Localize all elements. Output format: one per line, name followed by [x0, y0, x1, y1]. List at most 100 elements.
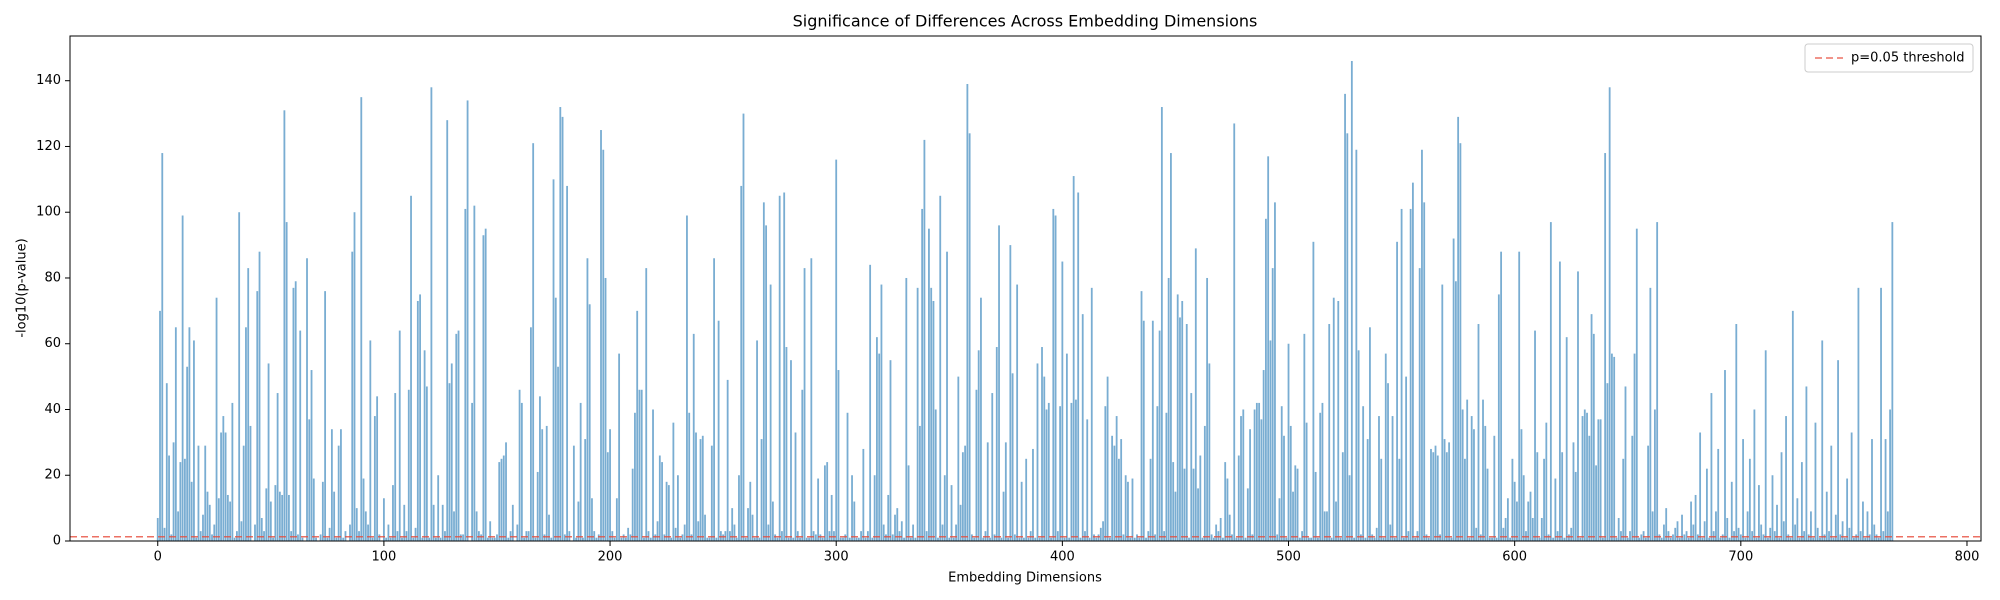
bar: [1626, 537, 1629, 541]
bar: [1305, 422, 1308, 541]
bar: [1683, 534, 1686, 541]
bar: [1604, 153, 1607, 542]
bar: [839, 537, 842, 541]
bar: [165, 383, 168, 541]
bar: [1364, 537, 1367, 541]
bar: [254, 524, 256, 541]
bar: [1730, 481, 1733, 541]
bar: [715, 537, 718, 541]
bar: [880, 284, 883, 541]
bar: [1549, 222, 1552, 542]
bar: [636, 310, 639, 541]
bar: [335, 537, 338, 541]
bar: [1832, 537, 1835, 541]
bar: [629, 534, 632, 541]
bar: [1746, 511, 1749, 541]
bar: [559, 107, 562, 541]
bar: [1212, 537, 1215, 541]
bar: [699, 439, 702, 541]
bar: [1156, 406, 1159, 541]
bar: [982, 537, 985, 541]
bar: [412, 537, 415, 541]
bar: [627, 527, 630, 541]
bar: [640, 389, 643, 541]
bar: [1341, 452, 1344, 541]
bar: [774, 534, 777, 541]
bar: [1545, 422, 1548, 541]
x-tick-label: 300: [824, 550, 849, 565]
x-axis-label: Embedding Dimensions: [948, 571, 1102, 586]
bar: [729, 531, 731, 541]
bar: [202, 514, 204, 541]
bar: [1629, 531, 1631, 541]
bar: [224, 432, 227, 541]
bar: [1601, 537, 1604, 541]
bar: [905, 277, 908, 541]
bar: [1246, 488, 1249, 541]
bar: [430, 87, 433, 541]
bar: [1647, 445, 1650, 541]
bar: [1405, 376, 1408, 541]
bar: [1133, 537, 1136, 541]
bar: [1414, 537, 1417, 541]
bar: [1183, 468, 1186, 541]
bar: [1330, 537, 1333, 541]
bar: [631, 468, 634, 541]
bar: [638, 389, 641, 541]
bar: [487, 537, 489, 541]
bar: [1052, 208, 1055, 541]
bar: [1635, 228, 1638, 541]
bar: [292, 287, 295, 541]
bar: [810, 258, 813, 541]
bar: [946, 251, 948, 542]
bar: [548, 514, 550, 541]
bar: [1597, 419, 1600, 541]
bar: [966, 84, 969, 541]
bar: [1452, 238, 1455, 541]
bar: [871, 537, 874, 541]
bar: [1154, 534, 1156, 541]
bar: [419, 294, 421, 541]
bar: [301, 537, 304, 541]
bar: [1317, 537, 1319, 541]
bar: [1294, 465, 1297, 541]
bar: [457, 330, 460, 541]
bar: [837, 370, 840, 541]
bar: [794, 432, 797, 541]
bar: [226, 494, 229, 541]
bar: [941, 524, 944, 541]
bar: [1140, 291, 1143, 541]
bar: [957, 376, 960, 541]
bar: [163, 527, 166, 541]
bar: [1054, 215, 1057, 541]
bar: [1145, 537, 1147, 541]
bar: [1568, 534, 1570, 541]
bar: [1314, 471, 1317, 541]
bar: [1219, 517, 1222, 541]
bar: [649, 537, 652, 541]
bar: [1459, 143, 1462, 542]
bar: [1337, 300, 1340, 541]
bars: [156, 60, 1894, 542]
bar: [1124, 475, 1127, 541]
bar: [692, 333, 695, 541]
bar: [1651, 511, 1654, 541]
bar: [1497, 294, 1500, 541]
bar: [505, 442, 507, 541]
bar: [584, 439, 587, 541]
bar: [1715, 511, 1717, 541]
bar: [952, 537, 955, 541]
bar: [450, 363, 453, 541]
bar: [1319, 412, 1322, 541]
bar: [1570, 527, 1573, 541]
bar: [324, 291, 327, 541]
bar: [1819, 537, 1821, 541]
bar: [1841, 521, 1844, 541]
bar: [1104, 406, 1107, 541]
bar: [523, 537, 526, 541]
bar: [1077, 192, 1080, 542]
bar: [500, 458, 503, 541]
bar: [1158, 330, 1161, 541]
bar: [1726, 517, 1729, 541]
bar: [308, 419, 311, 541]
